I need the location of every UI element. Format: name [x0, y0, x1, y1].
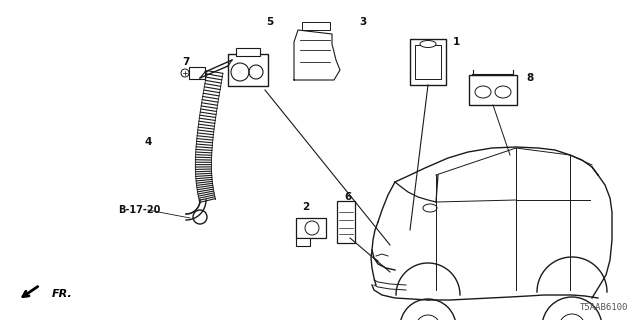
Bar: [469, 75, 517, 105]
Bar: [236, 48, 260, 56]
Text: 1: 1: [452, 37, 460, 47]
Text: B-17-20: B-17-20: [118, 205, 161, 215]
Text: 3: 3: [360, 17, 367, 27]
Text: 7: 7: [182, 57, 189, 67]
Text: 2: 2: [302, 202, 310, 212]
Bar: [296, 218, 326, 238]
Polygon shape: [294, 30, 340, 80]
Bar: [228, 54, 268, 86]
Text: 5: 5: [266, 17, 274, 27]
Ellipse shape: [475, 86, 491, 98]
Ellipse shape: [420, 41, 436, 47]
Bar: [337, 201, 355, 243]
Text: 8: 8: [526, 73, 534, 83]
Text: T5AAB6100: T5AAB6100: [580, 303, 628, 312]
Text: FR.: FR.: [52, 289, 73, 299]
Bar: [189, 67, 205, 79]
Text: 6: 6: [344, 192, 351, 202]
Bar: [296, 238, 310, 246]
Bar: [410, 39, 446, 85]
Text: 4: 4: [144, 137, 152, 147]
Ellipse shape: [495, 86, 511, 98]
Bar: [302, 22, 330, 30]
Bar: [415, 45, 441, 79]
Ellipse shape: [423, 204, 437, 212]
